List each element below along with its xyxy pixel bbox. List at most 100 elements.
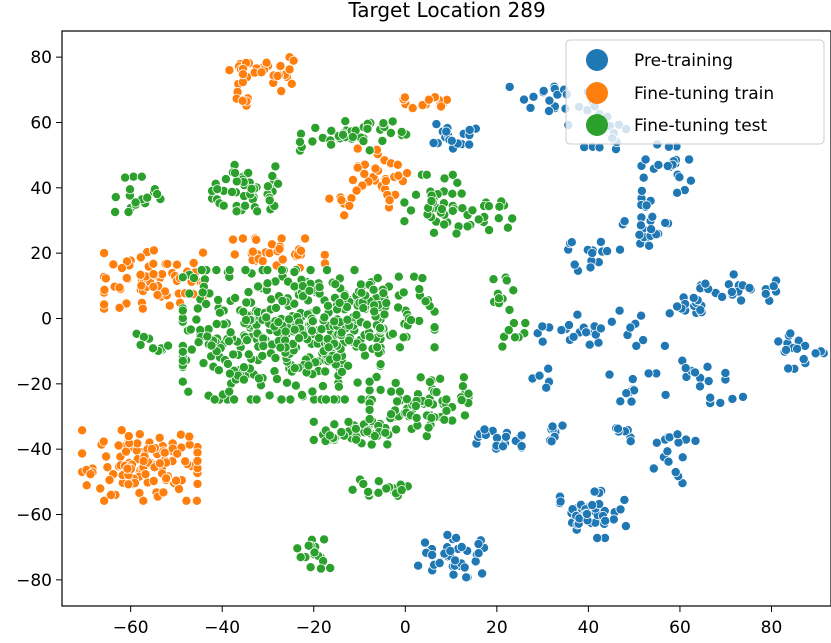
data-point-series-0 [647, 211, 658, 222]
data-point-series-2 [315, 563, 326, 574]
data-point-series-0 [634, 229, 645, 240]
data-point-series-0 [528, 91, 539, 102]
data-point-series-2 [334, 297, 345, 308]
data-point-series-0 [544, 95, 555, 106]
data-point-series-0 [541, 382, 552, 393]
data-point-series-2 [351, 434, 362, 445]
data-point-series-0 [674, 172, 685, 183]
data-point-series-0 [434, 558, 445, 569]
data-point-series-2 [366, 439, 377, 450]
data-point-series-2 [381, 483, 392, 494]
data-point-series-0 [608, 514, 619, 525]
data-point-series-2 [273, 178, 284, 189]
data-point-series-0 [602, 246, 613, 257]
data-point-series-2 [385, 127, 396, 138]
data-point-series-2 [358, 478, 369, 489]
data-point-series-2 [451, 228, 462, 239]
data-point-series-0 [620, 521, 631, 532]
data-point-series-0 [700, 278, 711, 289]
data-point-series-2 [484, 225, 495, 236]
data-point-series-1 [85, 469, 96, 480]
data-point-series-2 [336, 366, 347, 377]
data-point-series-2 [225, 327, 236, 338]
data-point-series-0 [619, 216, 630, 227]
data-point-series-1 [261, 57, 272, 68]
data-point-series-2 [493, 293, 504, 304]
data-point-series-2 [373, 476, 384, 487]
data-point-series-1 [148, 475, 159, 486]
data-point-series-0 [673, 437, 684, 448]
data-point-series-1 [116, 263, 127, 274]
data-point-series-2 [128, 171, 139, 182]
data-point-series-0 [685, 175, 696, 186]
data-point-series-0 [448, 569, 459, 580]
data-point-series-0 [660, 217, 671, 228]
data-point-series-0 [702, 361, 713, 372]
data-point-series-2 [198, 358, 209, 369]
data-point-series-2 [319, 312, 330, 323]
data-point-series-1 [98, 436, 109, 447]
data-point-series-2 [340, 116, 351, 127]
data-point-series-2 [305, 562, 316, 573]
data-point-series-1 [339, 210, 350, 221]
y-tick-label: 40 [30, 179, 52, 199]
data-point-series-2 [321, 265, 332, 276]
data-point-series-0 [537, 321, 548, 332]
data-point-series-2 [230, 292, 241, 303]
data-point-series-1 [288, 55, 299, 66]
data-point-series-2 [423, 397, 434, 408]
data-point-series-2 [110, 192, 121, 203]
x-tick-label: −20 [296, 618, 332, 638]
data-point-series-2 [285, 394, 296, 405]
data-point-series-2 [339, 290, 350, 301]
data-point-series-2 [264, 390, 275, 401]
data-point-series-0 [773, 336, 784, 347]
data-point-series-0 [419, 537, 430, 548]
data-point-series-2 [320, 394, 331, 405]
data-point-series-0 [464, 124, 475, 135]
data-point-series-2 [336, 327, 347, 338]
data-point-series-0 [442, 530, 453, 541]
data-point-series-1 [197, 247, 208, 258]
data-point-series-2 [231, 176, 242, 187]
data-point-series-1 [99, 248, 110, 259]
data-point-series-2 [363, 486, 374, 497]
data-point-series-0 [635, 220, 646, 231]
data-point-series-1 [134, 429, 145, 440]
data-point-series-2 [262, 265, 273, 276]
data-point-series-0 [664, 308, 675, 319]
data-point-series-2 [270, 302, 281, 313]
data-point-series-0 [690, 367, 701, 378]
data-point-series-2 [457, 381, 468, 392]
data-point-series-2 [120, 172, 131, 183]
data-point-series-2 [503, 325, 514, 336]
data-point-series-2 [458, 372, 469, 383]
x-tick-label: 80 [761, 618, 783, 638]
data-point-series-2 [295, 128, 306, 139]
data-point-series-0 [537, 336, 548, 347]
data-point-series-2 [185, 324, 196, 335]
data-point-series-0 [672, 187, 683, 198]
data-point-series-2 [488, 274, 499, 285]
data-point-series-2 [280, 326, 291, 337]
data-point-series-2 [257, 350, 268, 361]
data-point-series-2 [308, 416, 319, 427]
data-point-series-2 [276, 394, 287, 405]
y-axis: 80 60 40 20 0 −20 −40 −60 −80 [16, 48, 62, 591]
data-point-series-2 [424, 376, 435, 387]
data-point-series-2 [188, 272, 199, 283]
data-point-series-2 [329, 316, 340, 327]
data-point-series-1 [229, 249, 240, 260]
data-point-series-0 [663, 456, 674, 467]
data-point-series-2 [297, 281, 308, 292]
data-point-series-0 [504, 81, 515, 92]
data-point-series-0 [459, 562, 470, 573]
data-point-series-0 [646, 224, 657, 235]
data-point-series-0 [547, 421, 558, 432]
data-point-series-1 [121, 446, 132, 457]
data-point-series-2 [238, 362, 249, 373]
data-point-series-2 [222, 358, 233, 369]
data-point-series-2 [398, 332, 409, 343]
data-point-series-2 [441, 405, 452, 416]
data-point-series-2 [333, 381, 344, 392]
